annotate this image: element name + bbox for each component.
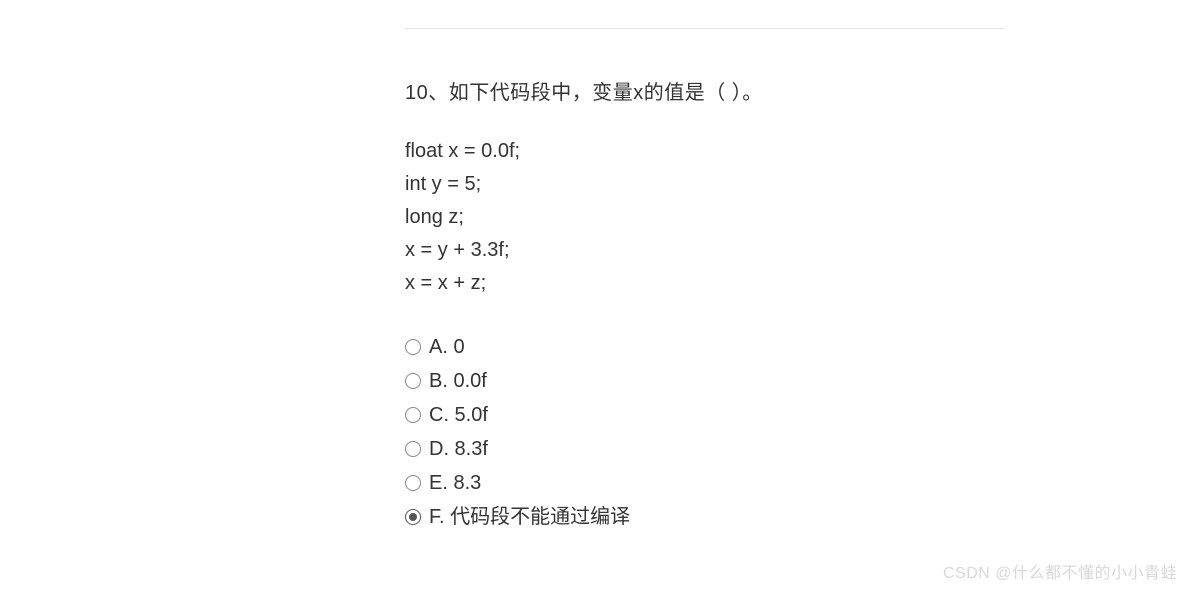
option-label: E. 8.3 [429,466,481,500]
code-line: float x = 0.0f; [405,135,1005,168]
option-label: B. 0.0f [429,364,487,398]
option-label: F. 代码段不能通过编译 [429,500,630,534]
option-d[interactable]: D. 8.3f [405,432,1005,466]
radio-icon [405,407,421,423]
code-line: x = y + 3.3f; [405,234,1005,267]
code-block: float x = 0.0f; int y = 5; long z; x = y… [405,135,1005,300]
radio-icon [405,475,421,491]
option-label: D. 8.3f [429,432,488,466]
option-e[interactable]: E. 8.3 [405,466,1005,500]
option-label: A. 0 [429,330,465,364]
question-block: 10、如下代码段中，变量x的值是（ ）。 float x = 0.0f; int… [405,28,1005,534]
option-b[interactable]: B. 0.0f [405,364,1005,398]
question-text: 10、如下代码段中，变量x的值是（ ）。 [405,77,1005,109]
option-a[interactable]: A. 0 [405,330,1005,364]
code-line: long z; [405,201,1005,234]
option-c[interactable]: C. 5.0f [405,398,1005,432]
code-line: int y = 5; [405,168,1005,201]
radio-icon-selected [405,509,421,525]
watermark: CSDN @什么都不懂的小小青蛙 [943,559,1177,583]
option-label: C. 5.0f [429,398,488,432]
code-line: x = x + z; [405,267,1005,300]
option-f[interactable]: F. 代码段不能通过编译 [405,500,1005,534]
radio-icon [405,339,421,355]
radio-icon [405,441,421,457]
options-group: A. 0 B. 0.0f C. 5.0f D. 8.3f E. 8.3 F. 代… [405,330,1005,534]
divider [405,28,1005,29]
radio-icon [405,373,421,389]
